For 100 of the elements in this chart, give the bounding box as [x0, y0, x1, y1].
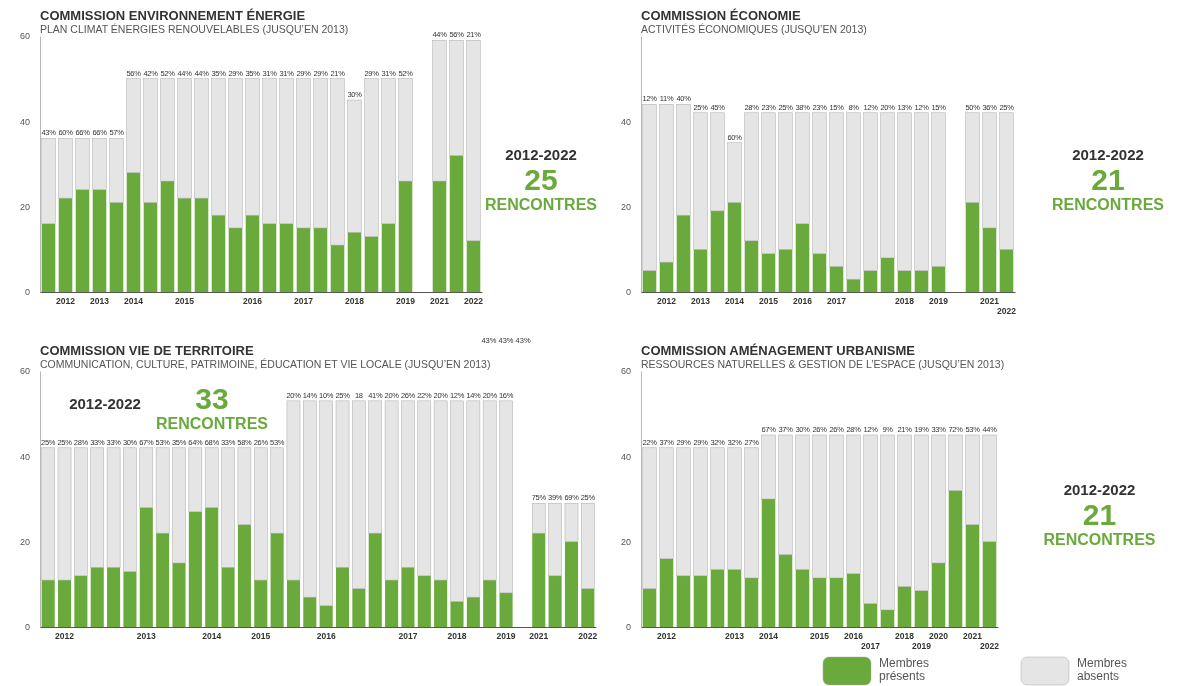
x-tick-label: 2021: [980, 296, 1000, 307]
bar: [880, 112, 895, 259]
bar: [123, 447, 137, 572]
bar: [727, 142, 742, 203]
bar: [194, 198, 209, 292]
bar: [296, 78, 311, 229]
x-tick-label: 2018: [895, 631, 915, 642]
bar: [270, 533, 284, 627]
bar: [564, 541, 579, 627]
bar: [245, 78, 260, 216]
bar: [432, 181, 447, 292]
annotation: 2012-2022: [69, 395, 141, 412]
bar: [999, 112, 1014, 250]
bar: [211, 78, 226, 216]
x-tick-label: 2017: [398, 631, 418, 642]
bar: [466, 240, 481, 292]
bar: [270, 447, 284, 534]
bar: [279, 78, 294, 224]
bar: [744, 447, 759, 579]
bar: [693, 112, 708, 250]
x-tick-label: 2014: [725, 296, 745, 307]
bar: [846, 434, 861, 574]
x-tick-label: 2017: [861, 641, 881, 652]
bar: [123, 571, 137, 627]
bar: [352, 588, 366, 627]
y-tick-label: 20: [19, 202, 30, 213]
x-tick-label: 2015: [759, 296, 779, 307]
bar: [710, 210, 725, 292]
annotation: RENCONTRES: [155, 415, 269, 432]
chart-title: COMMISSION ÉCONOMIE: [641, 8, 801, 23]
bar: [812, 434, 827, 579]
annotation: 33: [195, 382, 229, 415]
bar: [330, 245, 345, 292]
bar: [335, 567, 350, 627]
bar: [897, 586, 912, 627]
x-tick-label: 2021: [430, 296, 450, 307]
bar: [897, 270, 912, 292]
bar: [761, 253, 776, 292]
y-tick-label: 0: [24, 622, 30, 633]
bar: [335, 400, 350, 568]
bar: [846, 279, 861, 292]
bar: [880, 257, 895, 292]
bar: [205, 507, 219, 627]
bar: [965, 524, 980, 627]
bar: [313, 228, 328, 292]
y-tick-label: 40: [620, 116, 631, 127]
bar: [564, 503, 579, 542]
bar: [398, 181, 413, 292]
bar: [948, 434, 963, 491]
bar: [880, 609, 895, 627]
bar: [254, 580, 268, 627]
bar: [449, 40, 464, 156]
bar: [262, 78, 277, 224]
y-tick-label: 40: [19, 451, 30, 462]
bar: [863, 603, 878, 627]
bar: [347, 232, 362, 292]
text: 2012-2022: [1072, 146, 1144, 163]
bar: [188, 447, 203, 513]
bar: [75, 189, 90, 292]
bar: [744, 577, 759, 627]
bar: [914, 112, 929, 271]
bar: [863, 112, 878, 271]
y-tick-label: 0: [24, 287, 30, 298]
bar: [999, 249, 1014, 292]
bar: [914, 270, 929, 292]
bar: [401, 400, 415, 568]
y-tick-label: 60: [620, 366, 631, 377]
bar: [761, 434, 776, 500]
bar: [466, 597, 480, 627]
bar: [319, 400, 333, 606]
bar: [795, 112, 810, 224]
x-tick-label: 2022: [578, 631, 598, 642]
x-tick-label: 2018: [345, 296, 365, 307]
chart-subtitle: RESSOURCES NATURELLES & GESTION DE L’ESPACE (JUSQU’EN 2013): [641, 358, 1005, 370]
chart-title: COMMISSION AMÉNAGEMENT URBANISME: [641, 343, 916, 358]
bar: [434, 580, 448, 627]
x-tick-label: 2013: [691, 296, 711, 307]
bar: [863, 270, 878, 292]
bar: [92, 138, 107, 190]
bar: [41, 223, 56, 292]
y-tick-label: 20: [620, 537, 631, 548]
bar: [548, 503, 562, 577]
bar: [368, 400, 383, 534]
bar: [710, 112, 725, 212]
bar: [548, 575, 562, 627]
chart-subtitle: PLAN CLIMAT ÉNERGIES RENOUVELABLES (JUSQU’EN 2013): [40, 23, 349, 35]
text: 2012-2022: [1063, 481, 1136, 498]
x-tick-label: 2013: [725, 631, 745, 642]
bar: [965, 202, 980, 292]
bar: [204, 447, 219, 508]
bar: [676, 104, 691, 216]
x-tick-label: 2021: [529, 631, 549, 642]
bar: [57, 447, 72, 581]
bar: [319, 605, 333, 627]
bar: [188, 511, 202, 627]
bar: [761, 112, 776, 254]
x-tick-label: 2014: [124, 296, 144, 307]
bar: [499, 400, 513, 594]
bar: [914, 434, 929, 591]
chart-title: COMMISSION ENVIRONNEMENT ÉNERGIE: [40, 8, 306, 23]
